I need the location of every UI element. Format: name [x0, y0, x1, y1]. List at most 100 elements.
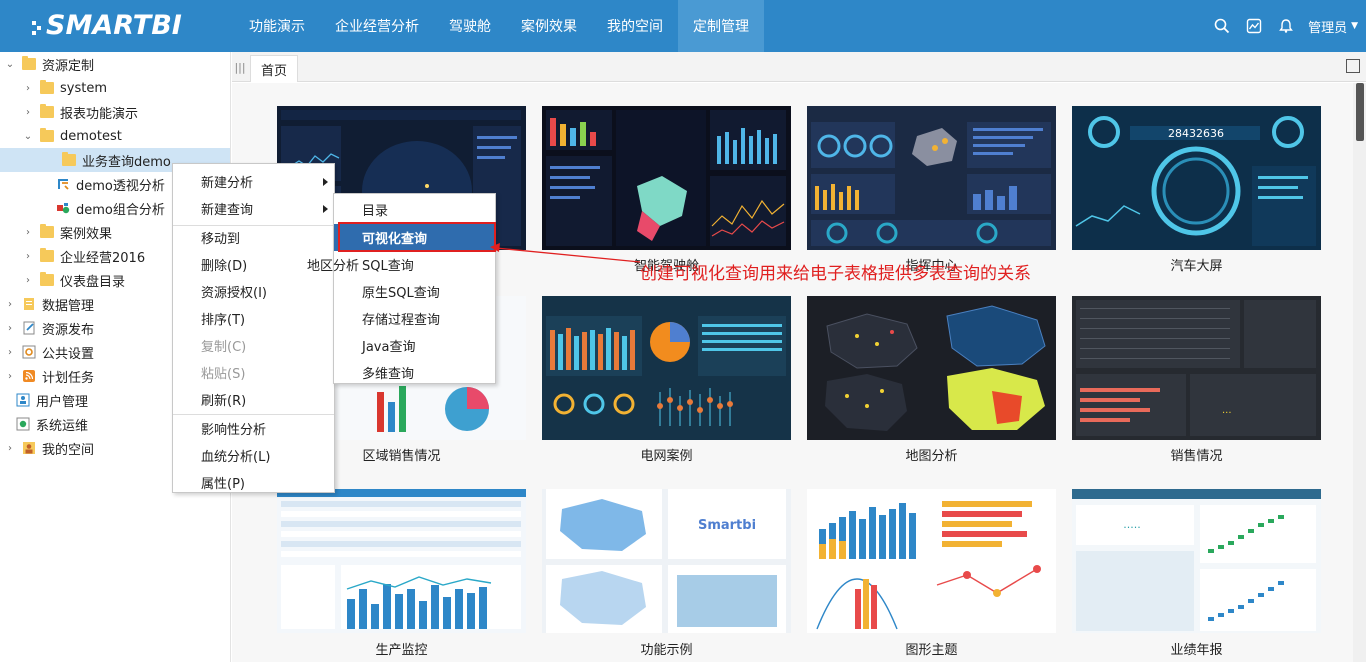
smartbi-logo[interactable]: SMARTBI — [32, 8, 182, 42]
tab-home[interactable]: 首页 — [250, 55, 299, 82]
collapsed-arrow-icon[interactable]: › — [26, 250, 30, 262]
menu-separator — [173, 414, 334, 415]
submenu-arrow-icon — [323, 178, 328, 186]
tab-menu-icon[interactable]: ||| — [234, 60, 246, 74]
submenu-stored-procedure-query[interactable]: 存储过程查询 — [362, 313, 441, 328]
menu-new-query[interactable]: 新建查询 — [173, 195, 334, 222]
gallery-card-car-dashboard[interactable]: 28432636 — [1072, 106, 1321, 250]
menu-copy[interactable]: 复制(C) — [201, 340, 247, 355]
tree-item-scheduled-tasks[interactable]: › 计划任务 — [0, 364, 230, 388]
tree-item-label: 用户管理 — [36, 394, 89, 410]
tree-item-case-effects[interactable]: › 案例效果 — [0, 220, 230, 244]
nav-cockpit[interactable]: 驾驶舱 — [449, 19, 491, 35]
tree-item-label: 公共设置 — [42, 346, 95, 362]
submenu-visual-query[interactable]: 可视化查询 — [334, 224, 495, 251]
tree-item-data-management[interactable]: › 数据管理 — [0, 292, 230, 316]
collapsed-arrow-icon[interactable]: › — [26, 226, 30, 238]
gallery-card-command-center[interactable] — [807, 106, 1056, 250]
submenu-directory[interactable]: 目录 — [362, 204, 389, 219]
tree-item-resource-custom[interactable]: ⌄ 资源定制 — [0, 52, 230, 76]
gallery-card-production-monitor[interactable] — [277, 489, 526, 633]
menu-properties[interactable]: 属性(P) — [201, 477, 245, 492]
card-label: 指挥中心 — [905, 259, 958, 274]
vertical-scrollbar[interactable] — [1353, 83, 1366, 662]
tree-item-label: 数据管理 — [42, 298, 95, 314]
dashboard-thumbnail — [807, 489, 1056, 633]
collapsed-arrow-icon[interactable]: › — [8, 298, 12, 310]
collapsed-arrow-icon[interactable]: › — [26, 274, 30, 286]
tree-item-pivot-analysis[interactable]: demo透视分析 — [0, 172, 230, 196]
submenu-java-query[interactable]: Java查询 — [362, 340, 416, 355]
combined-analysis-icon — [56, 201, 70, 215]
tree-item-label: demotest — [60, 128, 122, 144]
menu-lineage-analysis[interactable]: 血统分析(L) — [201, 450, 271, 465]
submenu-sql-query[interactable]: SQL查询 — [362, 259, 414, 274]
user-menu[interactable]: 管理员 ▼ — [1302, 17, 1366, 36]
maximize-icon[interactable] — [1346, 59, 1360, 73]
collapsed-arrow-icon[interactable]: › — [8, 346, 12, 358]
nav-case-effects[interactable]: 案例效果 — [521, 19, 577, 35]
tree-item-system[interactable]: › system — [0, 76, 230, 100]
tree-item-combined-analysis[interactable]: demo组合分析 — [0, 196, 230, 220]
tree-item-system-ops[interactable]: 系统运维 — [0, 412, 230, 436]
tree-item-label: 企业经营2016 — [60, 250, 146, 266]
word-cloud-mark: Smartbi — [698, 518, 756, 533]
menu-item-label: 新建查询 — [201, 203, 254, 218]
card-label: 汽车大屏 — [1170, 259, 1223, 274]
collapsed-arrow-icon[interactable]: › — [26, 82, 30, 94]
tree-item-dashboard-dir[interactable]: › 仪表盘目录 — [0, 268, 230, 292]
tree-item-label: 案例效果 — [60, 226, 113, 242]
collapsed-arrow-icon[interactable]: › — [26, 106, 30, 118]
menu-move-to[interactable]: 移动到 — [201, 232, 241, 247]
tree-item-label: 仪表盘目录 — [60, 274, 126, 290]
submenu-multidim-query[interactable]: 多维查询 — [362, 367, 415, 382]
folder-icon — [22, 56, 36, 70]
tree-item-label: 我的空间 — [42, 442, 95, 458]
metric-mark: ····· — [1123, 521, 1140, 534]
gallery-card-annual-report[interactable]: ····· — [1072, 489, 1321, 633]
submenu-native-sql-query[interactable]: 原生SQL查询 — [362, 286, 440, 301]
tree-item-resource-publish[interactable]: › 资源发布 — [0, 316, 230, 340]
nav-feature-demo[interactable]: 功能演示 — [249, 19, 305, 35]
scrollbar-thumb[interactable] — [1356, 83, 1364, 141]
expanded-arrow-icon[interactable]: ⌄ — [23, 130, 33, 142]
tree-item-enterprise-2016[interactable]: › 企业经营2016 — [0, 244, 230, 268]
expanded-arrow-icon[interactable]: ⌄ — [5, 58, 15, 70]
tree-item-demotest[interactable]: ⌄ demotest — [0, 124, 230, 148]
tree-item-user-management[interactable]: 用户管理 — [0, 388, 230, 412]
collapsed-arrow-icon[interactable]: › — [8, 370, 12, 382]
menu-paste[interactable]: 粘贴(S) — [201, 367, 246, 382]
dashboard-thumbnail — [807, 296, 1056, 440]
gallery-card-power-grid[interactable] — [542, 296, 791, 440]
gallery-card-chart-theme[interactable] — [807, 489, 1056, 633]
gallery-card-feature-examples[interactable]: Smartbi — [542, 489, 791, 633]
card-label: 区域销售情况 — [362, 449, 441, 464]
tree-item-public-settings[interactable]: › 公共设置 — [0, 340, 230, 364]
menu-refresh[interactable]: 刷新(R) — [201, 394, 247, 409]
tree-item-label: 资源定制 — [42, 58, 95, 74]
annotation-text: 创建可视化查询用来给电子表格提供多表查询的关系 — [640, 264, 1031, 284]
menu-separator — [173, 225, 334, 226]
menu-new-analysis[interactable]: 新建分析 — [173, 168, 334, 195]
card-label: 智能驾驶舱 — [633, 259, 699, 274]
nav-my-space[interactable]: 我的空间 — [607, 19, 663, 35]
nav-custom-management[interactable]: 定制管理 — [678, 0, 764, 52]
menu-impact-analysis[interactable]: 影响性分析 — [201, 423, 267, 438]
menu-sort[interactable]: 排序(T) — [201, 313, 246, 328]
chart-icon[interactable] — [1238, 0, 1270, 52]
search-icon[interactable] — [1206, 0, 1238, 52]
menu-resource-auth[interactable]: 资源授权(I) — [201, 286, 267, 301]
dashboard-thumbnail: ··· — [1072, 296, 1321, 440]
tree-item-my-space[interactable]: › 我的空间 — [0, 436, 230, 460]
tree-item-report-demo[interactable]: › 报表功能演示 — [0, 100, 230, 124]
bell-icon[interactable] — [1270, 0, 1302, 52]
gallery-card-sales-status[interactable]: ··· — [1072, 296, 1321, 440]
tree-item-label: demo组合分析 — [76, 202, 165, 218]
gallery-card-smart-cockpit[interactable] — [542, 106, 791, 250]
nav-enterprise-analysis[interactable]: 企业经营分析 — [335, 19, 419, 35]
collapsed-arrow-icon[interactable]: › — [8, 442, 12, 454]
gallery-card-map-analysis[interactable] — [807, 296, 1056, 440]
menu-delete[interactable]: 删除(D) — [201, 259, 248, 274]
dashboard-thumbnail — [807, 106, 1056, 250]
collapsed-arrow-icon[interactable]: › — [8, 322, 12, 334]
